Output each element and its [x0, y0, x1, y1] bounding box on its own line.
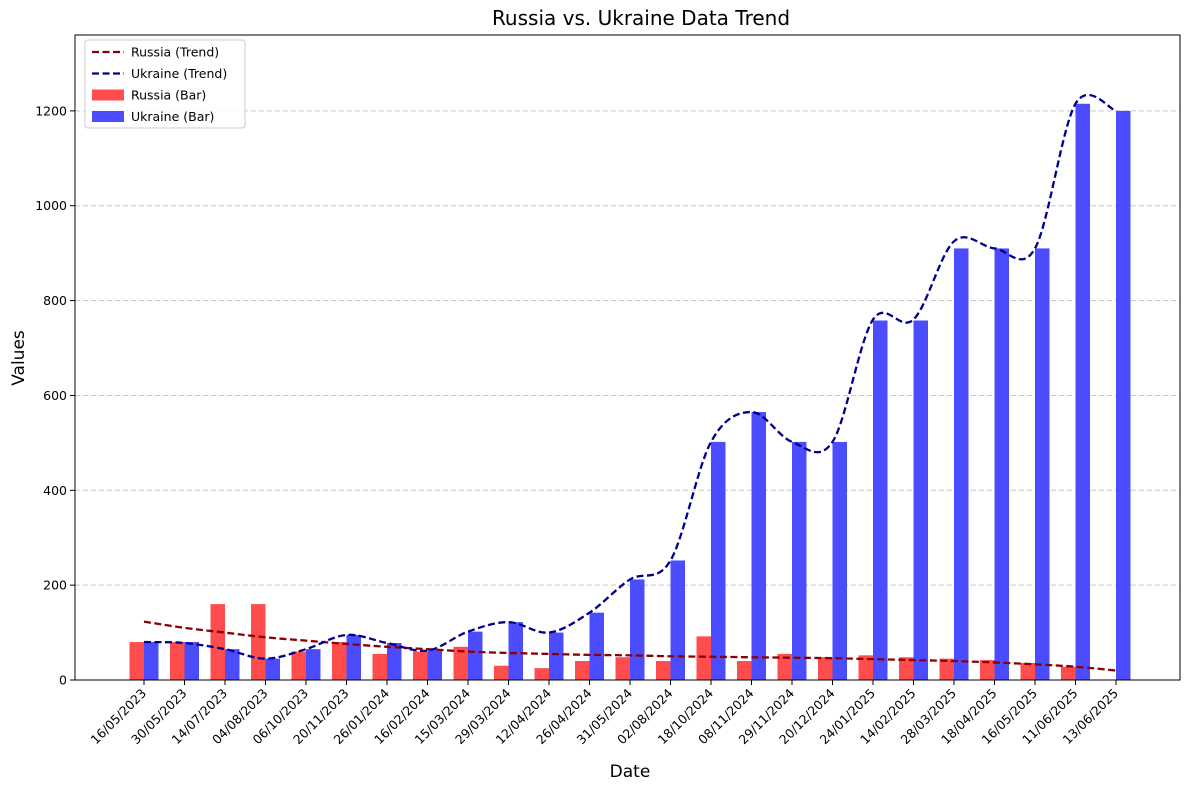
ukraine-bar — [873, 320, 888, 680]
russia-bar — [615, 657, 630, 680]
russia-bar — [534, 668, 549, 680]
russia-bar — [251, 604, 266, 680]
ukraine-bar — [630, 579, 645, 680]
russia-bar — [494, 665, 509, 680]
ukraine-bar — [1035, 248, 1050, 680]
ukraine-bar — [751, 412, 766, 680]
y-axis-ticks: 0 200 400 600 800 1000 1200 — [35, 103, 75, 688]
legend-label: Russia (Trend) — [131, 45, 219, 60]
y-tick-label: 600 — [43, 388, 67, 403]
ukraine-bar — [265, 658, 280, 680]
russia-bar — [372, 653, 387, 680]
russia-bar — [1020, 662, 1035, 680]
legend: Russia (Trend) Ukraine (Trend) Russia (Bar… — [84, 39, 246, 129]
russia-bar — [413, 651, 428, 680]
ukraine-bar — [346, 634, 361, 680]
y-tick-label: 1000 — [35, 198, 67, 213]
legend-label: Ukraine (Bar) — [131, 109, 214, 124]
ukraine-bar — [1075, 103, 1090, 681]
x-axis-ticks: 16/05/202330/05/202314/07/202304/08/2023… — [88, 680, 1121, 747]
y-tick-label: 400 — [43, 483, 67, 498]
russia-bar — [291, 651, 306, 680]
ukraine-bar — [144, 642, 159, 680]
ukraine-bar — [589, 612, 604, 680]
russia-bar — [575, 661, 590, 680]
russia-bar — [899, 657, 914, 680]
russia-trend-line — [143, 620, 1117, 672]
y-tick-label: 200 — [43, 578, 67, 593]
ukraine-bar — [306, 649, 321, 680]
russia-bar — [129, 642, 144, 680]
ukraine-bar — [184, 642, 199, 680]
plot-frame — [74, 34, 1181, 681]
russia-bar — [777, 653, 792, 680]
ukraine-bar — [832, 441, 847, 680]
legend-bar-swatch — [92, 89, 124, 101]
russia-bar — [696, 636, 711, 680]
ukraine-bar — [225, 649, 240, 680]
ukraine-bar — [994, 248, 1009, 680]
bars — [129, 103, 1131, 681]
legend-label: Russia (Bar) — [131, 88, 206, 103]
ukraine-bar — [387, 643, 402, 680]
legend-bar-swatch — [92, 111, 124, 122]
ukraine-trend-line — [143, 94, 1117, 660]
ukraine-bar — [711, 441, 726, 680]
y-tick-label: 800 — [43, 293, 67, 308]
ukraine-bar — [508, 622, 523, 680]
russia-bar — [210, 604, 225, 680]
ukraine-bar — [427, 649, 442, 680]
russia-bar — [332, 642, 347, 680]
legend-box — [84, 39, 246, 129]
y-tick-label: 0 — [59, 673, 67, 688]
ukraine-bar — [670, 560, 685, 680]
ukraine-bar — [792, 441, 807, 680]
trend-lines — [143, 94, 1117, 672]
russia-bar — [980, 660, 995, 680]
russia-bar — [656, 661, 671, 680]
russia-bar — [453, 646, 468, 680]
chart-title: Russia vs. Ukraine Data Trend — [492, 6, 790, 30]
russia-bar — [170, 642, 185, 680]
ukraine-bar — [1116, 110, 1131, 681]
legend-label: Ukraine (Trend) — [131, 66, 227, 81]
ukraine-bar — [468, 631, 483, 680]
russia-bar — [737, 661, 752, 680]
y-axis-title: Values — [9, 330, 29, 386]
ukraine-bar — [913, 320, 928, 680]
ukraine-bar — [549, 632, 564, 680]
ukraine-bar — [954, 248, 969, 680]
russia-bar — [818, 657, 833, 680]
x-axis-title: Date — [610, 762, 651, 782]
gridlines — [75, 110, 1180, 586]
russia-bar — [858, 655, 873, 680]
y-tick-label: 1200 — [35, 103, 67, 118]
russia-bar — [1061, 666, 1076, 680]
russia-bar — [939, 658, 954, 680]
